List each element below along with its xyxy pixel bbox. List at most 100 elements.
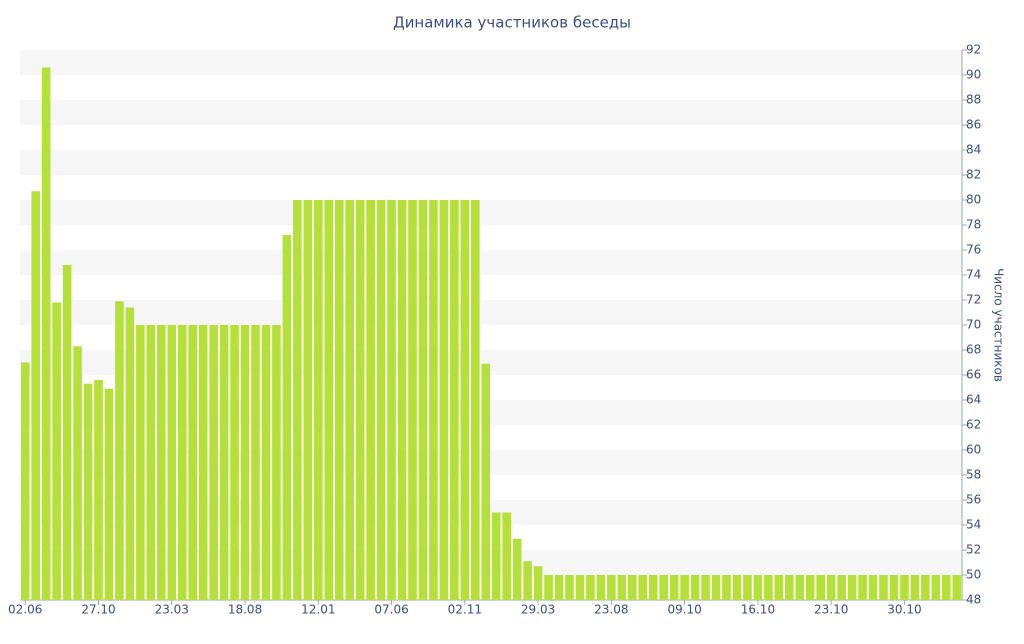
- y-tick-label: 82: [966, 168, 981, 182]
- y-tick-label: 72: [966, 293, 981, 307]
- bar: [115, 301, 124, 600]
- bar: [83, 383, 93, 600]
- bar: [429, 200, 438, 600]
- bar: [805, 575, 815, 600]
- bar: [324, 200, 334, 600]
- bar: [177, 325, 187, 600]
- bar: [450, 200, 459, 600]
- y-tick-label: 62: [966, 418, 981, 432]
- bar: [743, 575, 752, 600]
- grid-band: [20, 450, 962, 475]
- bar: [648, 575, 658, 600]
- y-tick-label: 66: [966, 368, 981, 382]
- bar: [816, 575, 825, 600]
- bar: [523, 561, 532, 600]
- bar: [125, 307, 135, 600]
- grid-band: [20, 550, 962, 575]
- x-tick-label: 02.11: [448, 603, 482, 617]
- x-tick-label: 23.08: [594, 603, 628, 617]
- bar: [62, 265, 72, 600]
- bar: [952, 575, 962, 600]
- x-tick-label: 29.03: [521, 603, 555, 617]
- bar: [157, 325, 166, 600]
- bar: [376, 200, 386, 600]
- x-tick-label: 18.08: [228, 603, 262, 617]
- bar: [261, 325, 271, 600]
- grid-band: [20, 200, 962, 225]
- bar: [847, 575, 857, 600]
- grid-band: [20, 400, 962, 425]
- bar: [355, 200, 365, 600]
- bar: [795, 575, 805, 600]
- bar: [921, 575, 930, 600]
- x-tick-label: 07.06: [374, 603, 408, 617]
- bar: [533, 566, 543, 600]
- bar: [251, 325, 260, 600]
- bar: [282, 235, 292, 600]
- bar: [554, 575, 564, 600]
- grid-band: [20, 100, 962, 125]
- bar: [596, 575, 606, 600]
- bar: [910, 575, 920, 600]
- bar: [408, 200, 417, 600]
- bar: [565, 575, 574, 600]
- bar: [858, 575, 867, 600]
- y-tick-label: 74: [966, 268, 981, 282]
- grid-band: [20, 500, 962, 525]
- bar: [136, 325, 145, 600]
- y-tick-label: 50: [966, 568, 981, 582]
- x-tick-label: 12.01: [301, 603, 335, 617]
- bar: [230, 325, 239, 600]
- x-tick-label: 23.03: [155, 603, 189, 617]
- bar: [20, 362, 30, 600]
- bar: [575, 575, 585, 600]
- grid-band: [20, 50, 962, 75]
- bar: [387, 200, 396, 600]
- bar: [753, 575, 763, 600]
- bar: [628, 575, 637, 600]
- bar: [272, 325, 281, 600]
- bar: [366, 200, 375, 600]
- bar: [345, 200, 354, 600]
- y-tick-label: 54: [966, 518, 981, 532]
- bar: [659, 575, 668, 600]
- bar: [439, 200, 449, 600]
- grid-band: [20, 150, 962, 175]
- bar: [471, 200, 480, 600]
- bar: [334, 200, 344, 600]
- y-tick-label: 90: [966, 68, 981, 82]
- y-tick-label: 78: [966, 218, 981, 232]
- bar: [219, 325, 229, 600]
- y-tick-label: 84: [966, 143, 981, 157]
- bar: [41, 67, 51, 600]
- y-tick-label: 52: [966, 543, 981, 557]
- y-tick-label: 92: [966, 43, 981, 57]
- x-tick-label: 16.10: [741, 603, 775, 617]
- y-tick-label: 80: [966, 193, 981, 207]
- y-tick-label: 58: [966, 468, 981, 482]
- y-tick-label: 86: [966, 118, 981, 132]
- bar: [900, 575, 909, 600]
- y-tick-label: 68: [966, 343, 981, 357]
- bar: [942, 575, 951, 600]
- bar: [764, 575, 773, 600]
- bar: [209, 325, 218, 600]
- chart-title: Динамика участников беседы: [393, 14, 631, 32]
- y-tick-label: 88: [966, 93, 981, 107]
- grid-band: [20, 250, 962, 275]
- bar: [460, 200, 470, 600]
- bar: [826, 575, 836, 600]
- bar: [617, 575, 627, 600]
- y-tick-label: 56: [966, 493, 981, 507]
- bar: [104, 388, 114, 600]
- bar: [785, 575, 794, 600]
- y-tick-label: 70: [966, 318, 981, 332]
- x-tick-label: 02.06: [8, 603, 42, 617]
- bar: [638, 575, 648, 600]
- bar: [711, 575, 721, 600]
- bar: [586, 575, 595, 600]
- bar: [837, 575, 846, 600]
- bar: [690, 575, 700, 600]
- grid-band: [20, 350, 962, 375]
- x-tick-label: 23.10: [814, 603, 848, 617]
